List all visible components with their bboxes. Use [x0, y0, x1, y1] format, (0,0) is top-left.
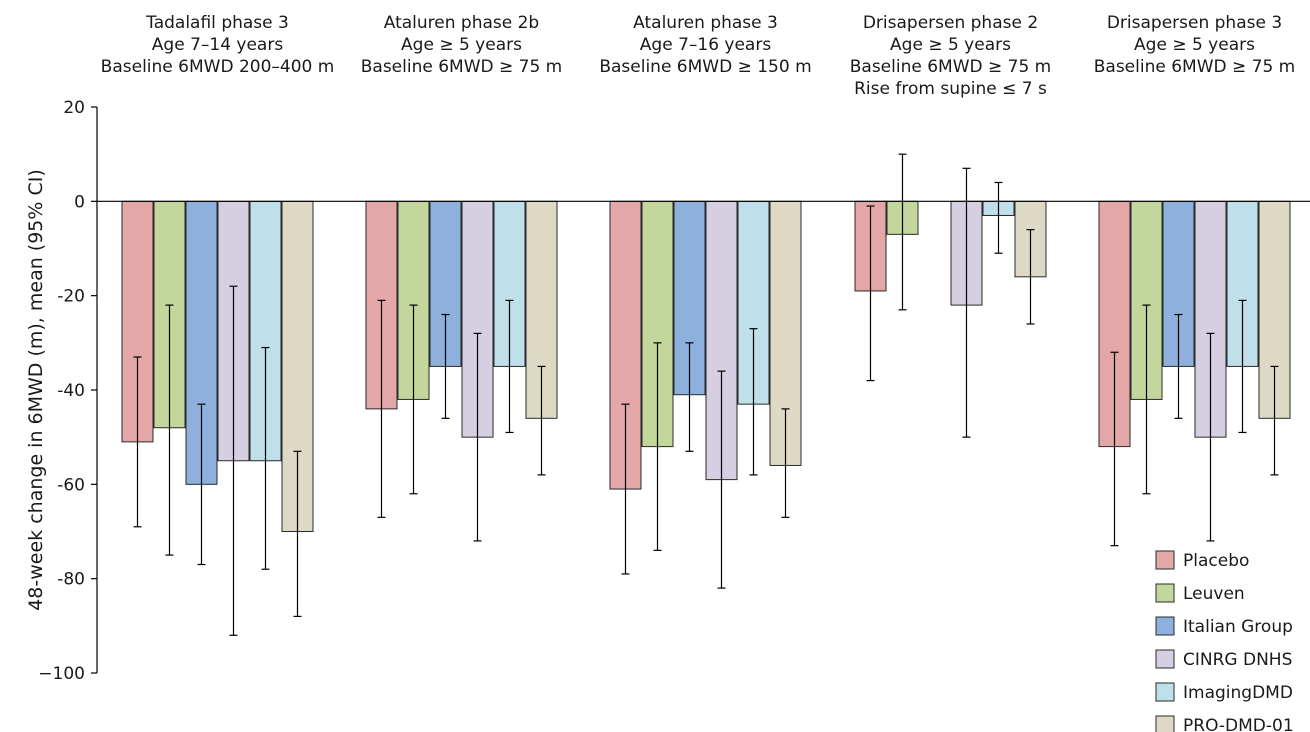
- group-title-line: Age ≥ 5 years: [890, 35, 1011, 55]
- legend-item: Italian Group: [1155, 616, 1293, 637]
- legend-item: ImagingDMD: [1155, 682, 1293, 703]
- group-title-line: Baseline 6MWD ≥ 75 m: [1094, 57, 1296, 77]
- legend-label: Placebo: [1183, 551, 1249, 571]
- legend-swatch: [1155, 649, 1175, 669]
- legend-swatch: [1155, 550, 1175, 570]
- group-title-line: Drisapersen phase 2: [863, 13, 1038, 33]
- error-bars: [133, 153, 1279, 636]
- group-title: Drisapersen phase 2 Age ≥ 5 years Baseline…: [850, 13, 1052, 99]
- group-title-line: Age ≥ 5 years: [1134, 35, 1255, 55]
- group-titles: Tadalafil phase 3 Age 7–14 years Baseline …: [101, 13, 1296, 99]
- legend-item: Placebo: [1155, 550, 1249, 571]
- legend-swatch: [1155, 682, 1175, 702]
- group-title-line: Age 7–14 years: [152, 35, 284, 55]
- group-title-line: Age ≥ 5 years: [401, 35, 522, 55]
- y-tick-label: 20: [63, 98, 85, 118]
- bar: [461, 200, 494, 438]
- group-title-line: Baseline 6MWD ≥ 75 m: [361, 57, 563, 77]
- y-tick-label: -80: [57, 570, 85, 590]
- legend-label: Leuven: [1183, 584, 1245, 604]
- legend-swatch: [1155, 583, 1175, 603]
- group-title-line: Baseline 6MWD 200–400 m: [101, 57, 335, 77]
- group-title-line: Baseline 6MWD ≥ 75 m: [850, 57, 1052, 77]
- legend-item: CINRG DNHS: [1155, 649, 1292, 670]
- y-axis: 20 0 -20 -40 -60 -80 −100: [38, 98, 98, 684]
- group-title-line: Rise from supine ≤ 7 s: [854, 79, 1047, 99]
- group-title: Tadalafil phase 3 Age 7–14 years Baseline …: [101, 13, 335, 77]
- group-title-line: Drisapersen phase 3: [1107, 13, 1282, 33]
- y-axis-label: 48-week change in 6MWD (m), mean (95% CI…: [25, 169, 47, 611]
- legend-swatch: [1155, 616, 1175, 636]
- legend-label: ImagingDMD: [1183, 683, 1293, 703]
- group-title: Ataluren phase 2b Age ≥ 5 years Baseline 6…: [361, 13, 563, 77]
- legend-label: CINRG DNHS: [1183, 650, 1292, 670]
- y-tick-label: −100: [38, 664, 85, 684]
- group-title-line: Age 7–16 years: [640, 35, 772, 55]
- group-title: Ataluren phase 3 Age 7–16 years Baseline 6…: [599, 13, 811, 77]
- y-tick-label: -20: [57, 287, 85, 307]
- legend: Placebo Leuven Italian Group CINRG DNHS Imag…: [1155, 550, 1294, 732]
- legend-item: Leuven: [1155, 583, 1245, 604]
- group-title-line: Baseline 6MWD ≥ 150 m: [599, 57, 811, 77]
- legend-swatch: [1155, 715, 1175, 732]
- group-title-line: Ataluren phase 2b: [384, 13, 539, 33]
- legend-item: PRO-DMD-01: [1155, 715, 1294, 732]
- group-title-line: Tadalafil phase 3: [145, 13, 289, 33]
- legend-label: Italian Group: [1183, 617, 1293, 637]
- y-tick-label: 0: [74, 192, 85, 212]
- legend-label: PRO-DMD-01: [1183, 716, 1294, 732]
- y-tick-label: -60: [57, 475, 85, 495]
- group-title-line: Ataluren phase 3: [633, 13, 778, 33]
- y-tick-label: -40: [57, 381, 85, 401]
- group-title: Drisapersen phase 3 Age ≥ 5 years Baseline…: [1094, 13, 1296, 77]
